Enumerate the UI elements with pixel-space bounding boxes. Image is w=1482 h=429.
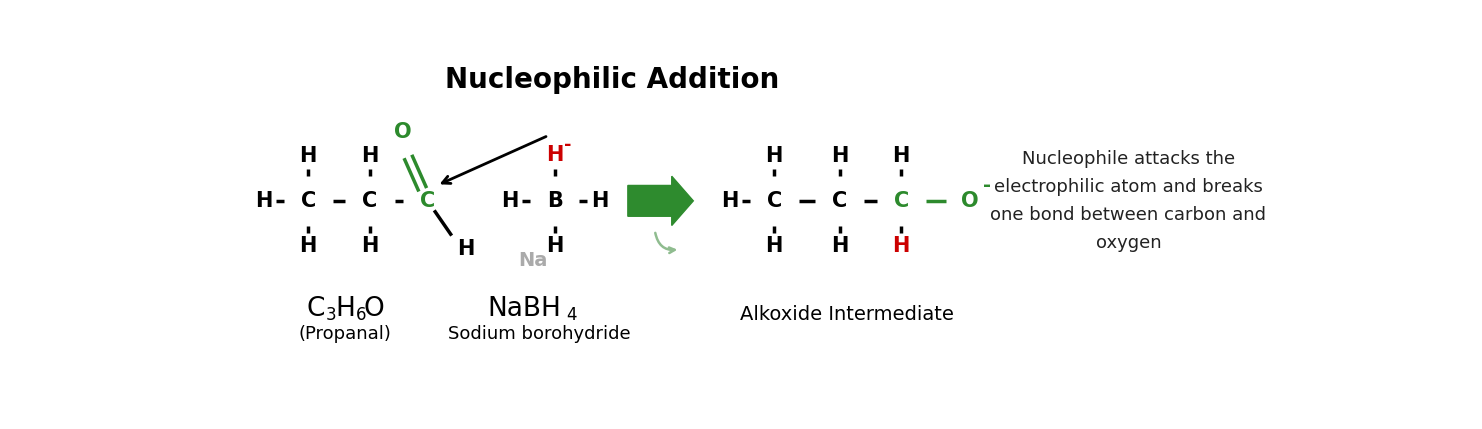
Text: H: H [545, 145, 563, 166]
Text: H: H [892, 146, 910, 166]
Text: H: H [831, 236, 848, 256]
Text: H: H [362, 236, 378, 256]
Text: O: O [960, 191, 978, 211]
Text: 6: 6 [356, 306, 366, 324]
Text: C: C [831, 191, 848, 211]
Text: (Propanal): (Propanal) [298, 325, 391, 343]
Text: C: C [307, 296, 325, 322]
Text: C: C [362, 191, 378, 211]
Text: -: - [983, 176, 990, 195]
Text: H: H [766, 146, 782, 166]
Text: NaBH: NaBH [488, 296, 560, 322]
FancyArrow shape [628, 176, 694, 226]
Text: H: H [458, 239, 474, 260]
Text: Alkoxide Intermediate: Alkoxide Intermediate [741, 305, 954, 324]
Text: H: H [831, 146, 848, 166]
Text: H: H [720, 191, 738, 211]
Text: Nucleophile attacks the
electrophilic atom and breaks
one bond between carbon an: Nucleophile attacks the electrophilic at… [990, 150, 1266, 251]
Text: 3: 3 [326, 306, 336, 324]
Text: C: C [301, 191, 316, 211]
Text: C: C [419, 191, 436, 211]
Text: H: H [892, 236, 910, 256]
Text: H: H [501, 191, 519, 211]
Text: C: C [766, 191, 782, 211]
Text: Nucleophilic Addition: Nucleophilic Addition [445, 66, 780, 94]
Text: -: - [565, 136, 572, 154]
Text: H: H [255, 191, 273, 211]
Text: H: H [766, 236, 782, 256]
Text: O: O [394, 122, 412, 142]
Text: 4: 4 [566, 306, 576, 324]
Text: O: O [363, 296, 384, 322]
Text: H: H [299, 236, 317, 256]
Text: Na: Na [519, 251, 548, 270]
Text: B: B [547, 191, 563, 211]
Text: H: H [299, 146, 317, 166]
Text: H: H [591, 191, 608, 211]
Text: C: C [894, 191, 908, 211]
Text: Sodium borohydride: Sodium borohydride [448, 325, 631, 343]
Text: H: H [362, 146, 378, 166]
Text: H: H [335, 296, 356, 322]
Text: H: H [545, 236, 563, 256]
